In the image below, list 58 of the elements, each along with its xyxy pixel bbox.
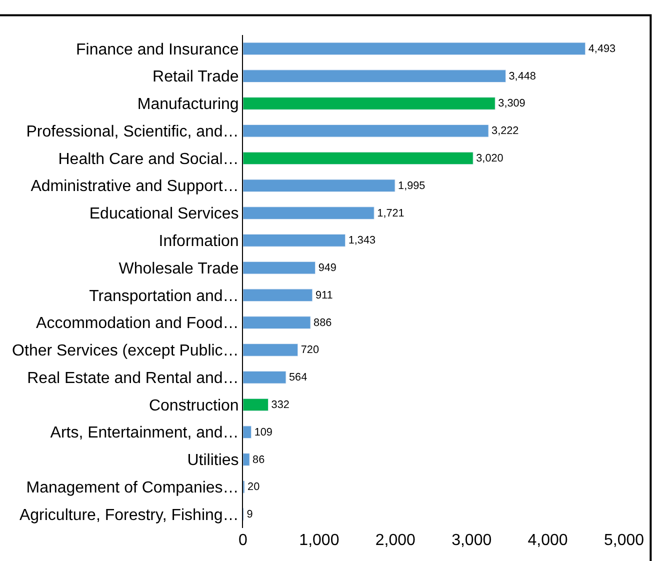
y-tick-label: Administrative and Support…	[30, 178, 239, 196]
bar	[243, 288, 313, 302]
y-tick-label: Agriculture, Forestry, Fishing…	[19, 506, 239, 524]
y-tick-label: Utilities	[187, 452, 239, 470]
x-tick-label: 4,000	[528, 532, 568, 549]
bar	[243, 234, 346, 247]
data-label: 564	[288, 372, 308, 384]
y-tick-label: Accommodation and Food…	[36, 315, 239, 332]
y-tick-label: Professional, Scientific, and…	[26, 123, 239, 140]
x-tick-label: 0	[238, 532, 248, 549]
data-label: 3,448	[508, 70, 536, 82]
y-tick-label: Retail Trade	[152, 68, 239, 86]
data-label: 1,721	[377, 207, 404, 220]
data-label: 20	[248, 481, 260, 494]
y-tick-label: Real Estate and Rental and…	[27, 370, 239, 387]
data-label: 3,309	[498, 98, 526, 110]
data-label: 9	[246, 508, 253, 521]
data-label: 886	[314, 316, 332, 329]
bar	[243, 261, 316, 274]
data-label: 1,343	[348, 234, 376, 247]
y-tick-label: Finance and Insurance	[76, 41, 239, 58]
data-label: 109	[254, 426, 272, 438]
y-tick-label: Wholesale Trade	[118, 260, 239, 278]
bar	[243, 398, 269, 412]
bar	[243, 152, 474, 165]
data-label: 332	[271, 399, 290, 412]
y-tick-label: Arts, Entertainment, and…	[50, 424, 239, 442]
data-label: 4,493	[588, 42, 616, 55]
bar	[243, 206, 374, 220]
bar	[243, 179, 396, 192]
bar	[243, 426, 252, 439]
bar	[243, 453, 250, 466]
data-label: 949	[318, 262, 336, 274]
data-label: 911	[315, 289, 333, 302]
y-tick-label: Information	[158, 233, 239, 250]
bar	[243, 316, 311, 329]
y-tick-label: Other Services (except Public…	[12, 342, 239, 360]
data-label: 86	[252, 454, 265, 466]
y-tick-label: Manufacturing	[137, 96, 239, 114]
x-tick-label: 3,000	[452, 532, 492, 549]
y-tick-label: Transportation and…	[89, 288, 239, 305]
y-tick-label: Health Care and Social…	[58, 150, 239, 168]
bar	[243, 124, 489, 138]
bar	[243, 344, 298, 356]
y-tick-label: Educational Services	[89, 206, 239, 223]
y-tick-label: Management of Companies…	[26, 480, 239, 497]
x-tick-label: 1,000	[299, 532, 340, 549]
y-tick-label: Construction	[148, 397, 239, 414]
data-label: 3,020	[476, 152, 504, 165]
x-tick-label: 2,000	[375, 532, 416, 549]
bar	[243, 42, 586, 56]
data-label: 720	[300, 344, 319, 356]
x-tick-label: 5,000	[604, 532, 644, 549]
bar	[243, 370, 286, 384]
bar	[243, 97, 496, 110]
data-label: 1,995	[398, 180, 426, 192]
data-label: 3,222	[492, 125, 519, 138]
bar	[243, 70, 506, 82]
